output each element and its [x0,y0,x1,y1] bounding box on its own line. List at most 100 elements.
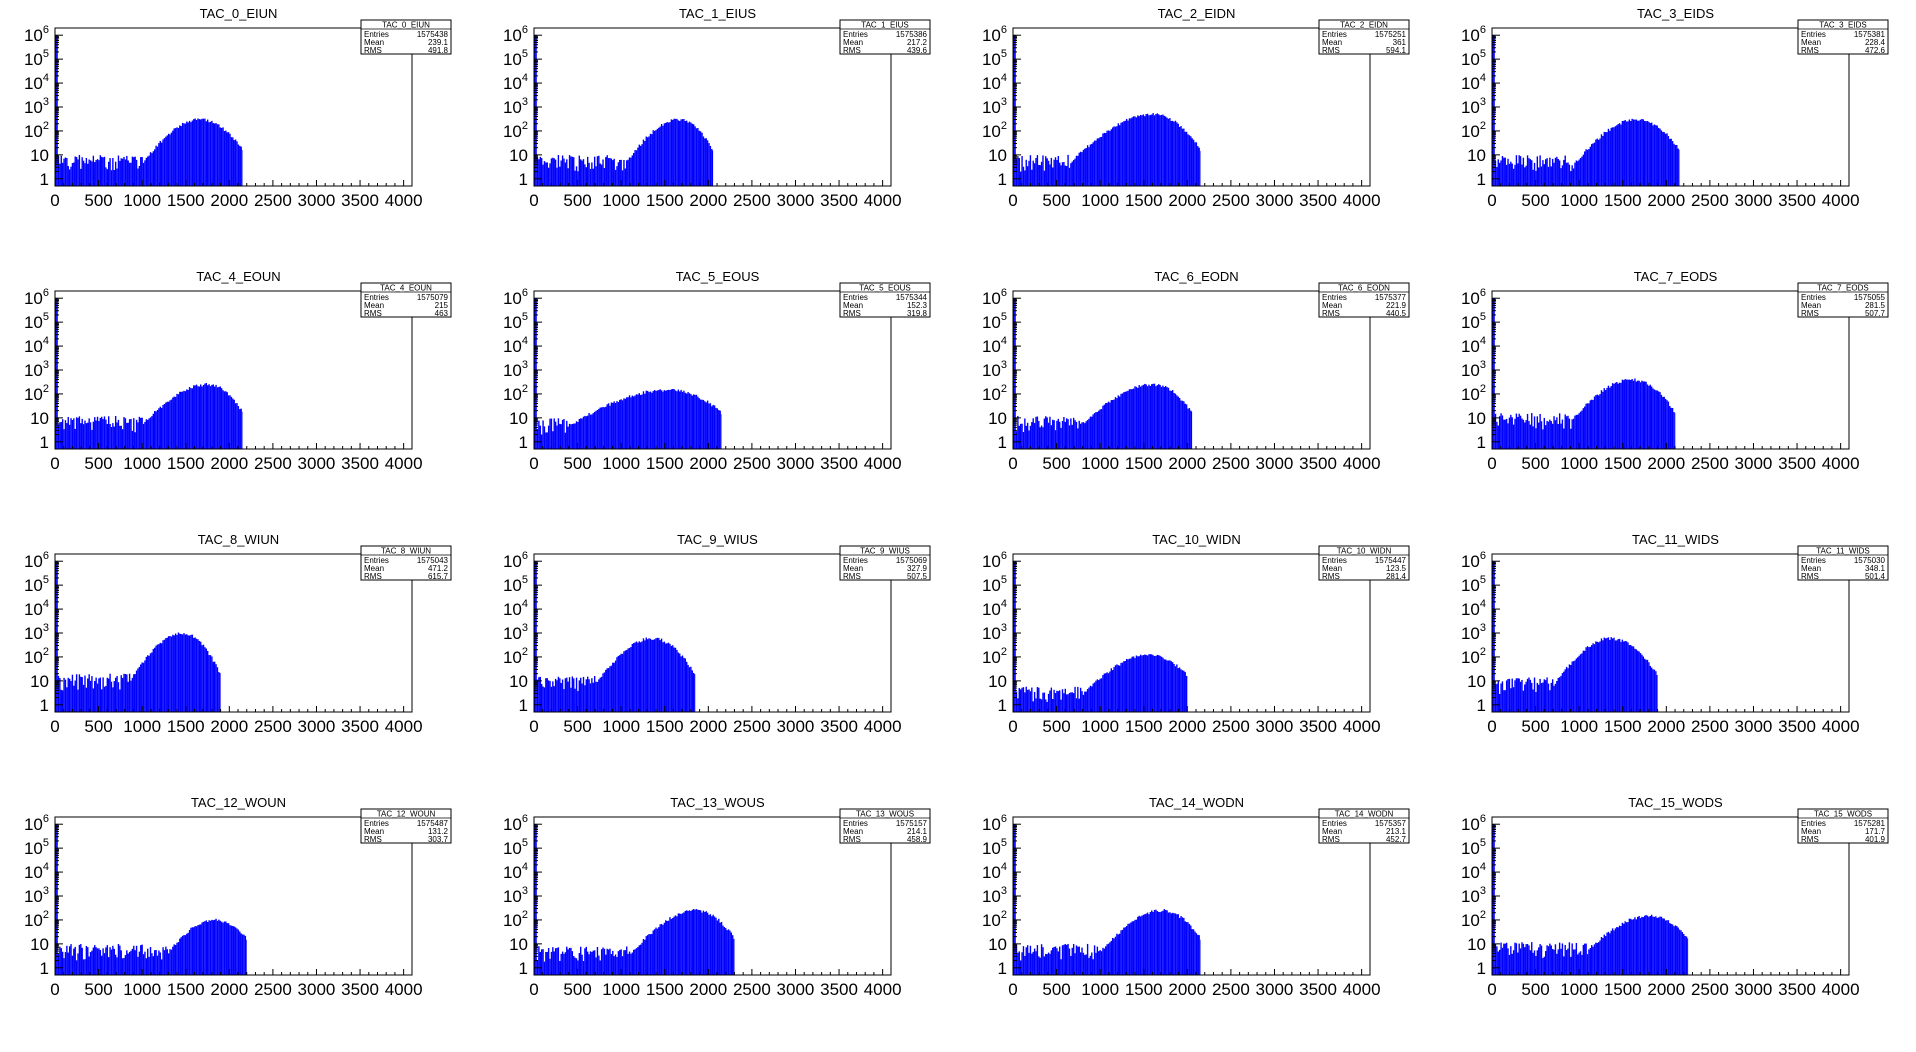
histogram-bin [135,945,138,975]
x-tick-label: 3000 [777,454,815,473]
histogram-bin [1630,918,1632,975]
histogram-bin [94,945,96,975]
histogram-bin [1142,114,1145,186]
y-tick-label: 102 [982,646,1007,667]
histogram-bin [152,413,155,449]
histogram-bin [1546,420,1548,449]
histogram-bin [123,673,125,712]
histogram-bin [183,633,185,712]
histogram-bin [1077,686,1079,712]
histogram-panel: TAC_8_WIUN 0 500 1000 1500 2000 2500 3000 3500 40… [0,526,479,789]
x-tick-label: 2000 [210,191,248,210]
histogram-bin [64,157,67,186]
histogram-bin [163,138,166,186]
histogram-bin [1546,677,1548,712]
histogram-bin [99,417,102,449]
histogram-bin [1098,138,1100,186]
histogram-bin [1181,128,1184,186]
histogram-bin [1517,678,1519,712]
histogram-bin [683,657,685,712]
histogram-bin [89,952,92,975]
histogram-bin [715,917,717,975]
histogram-bin [1177,396,1179,449]
histogram-bin [1519,156,1522,186]
histogram-bin [60,155,62,186]
y-tick-label: 104 [503,335,528,356]
x-tick-label: 1500 [1604,191,1642,210]
histogram-bin [633,949,635,975]
y-tick-label: 104 [982,72,1007,93]
histogram-bin [77,417,79,449]
histogram-bin [1557,424,1559,449]
histogram-bin [596,410,599,449]
histogram-bin [1515,155,1518,186]
histogram-bin [1526,943,1529,975]
histogram-bin [670,918,673,975]
histogram-bin [690,910,692,975]
histogram-bin [642,391,645,449]
histogram-bin [667,920,670,975]
stats-label: RMS [843,572,861,581]
histogram-bin [540,683,543,712]
histogram-bin [1627,922,1629,975]
histogram-bin [114,416,117,449]
histogram-bin [188,120,191,186]
y-tick-label: 1 [998,959,1007,978]
histogram-bin [1099,678,1101,712]
x-tick-label: 1000 [602,980,640,999]
histogram-bin [1660,916,1663,975]
histogram-bin [619,655,621,712]
histogram-bin [1638,915,1640,975]
histogram-bin [1567,668,1569,712]
histogram-bin [92,155,95,186]
histogram-bin [1525,165,1527,186]
histogram-bin [1071,161,1073,186]
stats-label: Entries [1801,556,1826,565]
histogram-bin [205,382,208,449]
histogram-bin [1563,159,1565,186]
panel-title: TAC_3_EIDS [1637,6,1714,21]
x-tick-label: 4000 [864,717,902,736]
histogram-bin [612,402,614,449]
histogram-bin [667,122,670,186]
x-tick-label: 4000 [1343,454,1381,473]
histogram-bin [1667,401,1670,449]
histogram-bin [216,124,219,186]
histogram-bin [1177,914,1179,975]
histogram-bin [193,119,195,186]
histogram-bin [1574,949,1576,975]
stats-value: 217.2 [907,38,928,47]
histogram-bin [705,911,707,975]
histogram-bin [1081,947,1083,975]
histogram-bin [1185,675,1188,712]
histogram-bin [1158,114,1160,186]
histogram-bin [674,390,677,449]
histogram-bin [145,157,148,186]
histogram-bin [1653,124,1656,186]
x-tick-label: 2500 [1691,454,1729,473]
y-tick-label: 105 [503,48,528,69]
histogram-bin [679,913,681,975]
histogram-bin [109,947,111,975]
histogram-bin [677,389,680,449]
histogram-bin [1592,643,1594,712]
histogram-bin [1033,691,1036,712]
histogram-bin [223,921,226,975]
histogram-bin [92,421,95,449]
histogram-bin [546,678,548,712]
histogram-bin [1113,667,1115,712]
histogram-bin [567,426,569,449]
histogram-bin [1533,162,1536,186]
histogram-bin [1577,161,1579,186]
histogram-bin [584,164,586,186]
x-tick-label: 500 [1042,717,1070,736]
histogram-bin [1508,163,1511,186]
x-tick-label: 2500 [1212,980,1250,999]
histogram-bin [1627,379,1629,449]
x-tick-label: 2000 [1168,980,1206,999]
histogram-bin [656,390,659,449]
histogram-bin [1596,641,1598,712]
stats-label: Mean [1322,827,1342,836]
histogram-bin [1539,944,1541,975]
